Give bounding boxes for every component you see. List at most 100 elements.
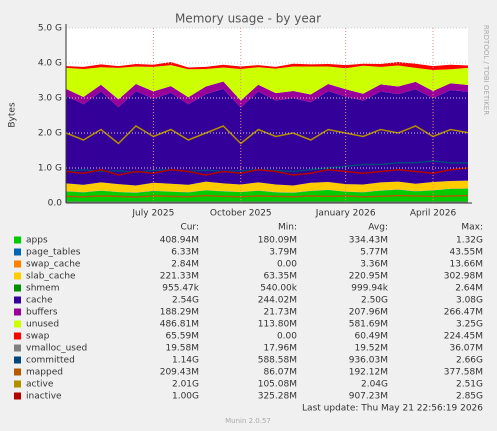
legend-stat: 2.64M xyxy=(455,284,483,294)
x-tick-label: July 2025 xyxy=(131,209,174,219)
legend-stat: 3.25G xyxy=(456,320,483,330)
areas xyxy=(66,61,468,203)
legend-stat: 65.59M xyxy=(165,332,199,342)
stacked-area xyxy=(66,65,468,101)
legend-swatch xyxy=(14,248,21,256)
legend-stat: 13.66M xyxy=(449,260,483,270)
legend-swatch xyxy=(14,260,21,268)
legend-stat: 2.50G xyxy=(361,296,388,306)
footer: Munin 2.0.57 xyxy=(225,417,271,425)
stacked-area xyxy=(66,81,468,108)
legend-stat: 86.07M xyxy=(263,368,297,378)
legend-swatch xyxy=(14,236,21,244)
y-tick-label: 2.0 G xyxy=(38,129,62,139)
legend-stat: 63.35M xyxy=(263,272,297,282)
legend-name: unused xyxy=(26,320,59,330)
legend-stat: 244.02M xyxy=(258,296,297,306)
legend-stat: 1.14G xyxy=(172,356,199,366)
legend-name: shmem xyxy=(26,284,59,294)
legend-swatch xyxy=(14,392,21,400)
legend-stat: 43.55M xyxy=(449,248,483,258)
legend-stat: 2.66G xyxy=(456,356,483,366)
legend-swatch xyxy=(14,296,21,304)
legend-swatch xyxy=(14,284,21,292)
legend-stat: 207.96M xyxy=(349,308,388,318)
legend-swatch xyxy=(14,272,21,280)
legend-swatch xyxy=(14,308,21,316)
legend-stat: 3.79M xyxy=(269,248,297,258)
x-tick-label: April 2026 xyxy=(410,209,457,219)
legend-name: swap xyxy=(26,332,50,342)
legend-name: vmalloc_used xyxy=(26,344,87,354)
legend-stat: 188.29M xyxy=(160,308,199,318)
legend-stat: 21.73M xyxy=(263,308,297,318)
legend-name: committed xyxy=(26,356,75,366)
legend-stat: 180.09M xyxy=(258,236,297,246)
y-tick-label: 5.0 G xyxy=(38,24,62,34)
legend-name: apps xyxy=(26,236,48,246)
legend-stat: 2.54G xyxy=(172,296,199,306)
legend-stat: 2.04G xyxy=(361,380,388,390)
y-tick-label: 0.0 xyxy=(48,199,63,209)
legend-stat: 266.47M xyxy=(444,308,483,318)
column-header: Cur: xyxy=(180,223,199,233)
legend-stat: 2.85G xyxy=(456,392,483,402)
legend-stat: 302.98M xyxy=(444,272,483,282)
column-header: Max: xyxy=(461,223,483,233)
legend-stat: 334.43M xyxy=(349,236,388,246)
y-axis-label: Bytes xyxy=(8,102,18,128)
legend-stat: 0.00 xyxy=(277,332,297,342)
y-tick-label: 1.0 G xyxy=(38,164,62,174)
legend-name: slab_cache xyxy=(26,272,76,282)
legend-name: active xyxy=(26,380,54,390)
x-tick-label: October 2025 xyxy=(210,209,272,219)
legend-stat: 408.94M xyxy=(160,236,199,246)
legend-stat: 36.07M xyxy=(449,344,483,354)
legend-name: inactive xyxy=(26,392,62,402)
legend-stat: 3.36M xyxy=(360,260,388,270)
stacked-area xyxy=(66,88,468,186)
column-header: Min: xyxy=(278,223,297,233)
legend-stat: 192.12M xyxy=(349,368,388,378)
legend-stat: 113.80M xyxy=(258,320,297,330)
legend-swatch xyxy=(14,380,21,388)
legend-stat: 60.49M xyxy=(354,332,388,342)
line xyxy=(65,194,469,198)
legend-swatch xyxy=(14,368,21,376)
legend-stat: 2.84M xyxy=(171,260,199,270)
y-tick-label: 3.0 G xyxy=(38,94,62,104)
legend-stat: 3.08G xyxy=(456,296,483,306)
legend-name: mapped xyxy=(26,368,63,378)
side-text: RRDTOOL / TOBI OETIKER xyxy=(482,25,490,115)
legend-stat: 105.08M xyxy=(258,380,297,390)
legend-stat: 6.33M xyxy=(171,248,199,258)
legend-stat: 1.32G xyxy=(456,236,483,246)
stacked-area xyxy=(66,180,468,193)
legend-stat: 325.28M xyxy=(258,392,297,402)
stacked-area xyxy=(66,61,468,70)
legend-stat: 209.43M xyxy=(160,368,199,378)
legend-stat: 1.00G xyxy=(172,392,199,402)
legend-stat: 486.81M xyxy=(160,320,199,330)
column-header: Avg: xyxy=(368,223,388,233)
y-tick-label: 4.0 G xyxy=(38,59,62,69)
legend-swatch xyxy=(14,332,21,340)
legend-name: cache xyxy=(26,296,53,306)
legend-stat: 224.45M xyxy=(444,332,483,342)
legend-stat: 936.03M xyxy=(349,356,388,366)
legend-stat: 2.01G xyxy=(172,380,199,390)
legend-stat: 907.23M xyxy=(349,392,388,402)
chart-title: Memory usage - by year xyxy=(175,12,321,26)
legend-stat: 220.95M xyxy=(349,272,388,282)
legend-stat: 221.33M xyxy=(160,272,199,282)
legend-stat: 19.58M xyxy=(165,344,199,354)
last-update: Last update: Thu May 21 22:56:19 2026 xyxy=(302,404,483,414)
legend-stat: 540.00k xyxy=(260,284,297,294)
legend-stat: 955.47k xyxy=(162,284,199,294)
legend-swatch xyxy=(14,356,21,364)
line xyxy=(65,167,469,176)
legend-name: page_tables xyxy=(26,248,81,258)
legend-name: buffers xyxy=(26,308,58,318)
legend-stat: 17.96M xyxy=(263,344,297,354)
